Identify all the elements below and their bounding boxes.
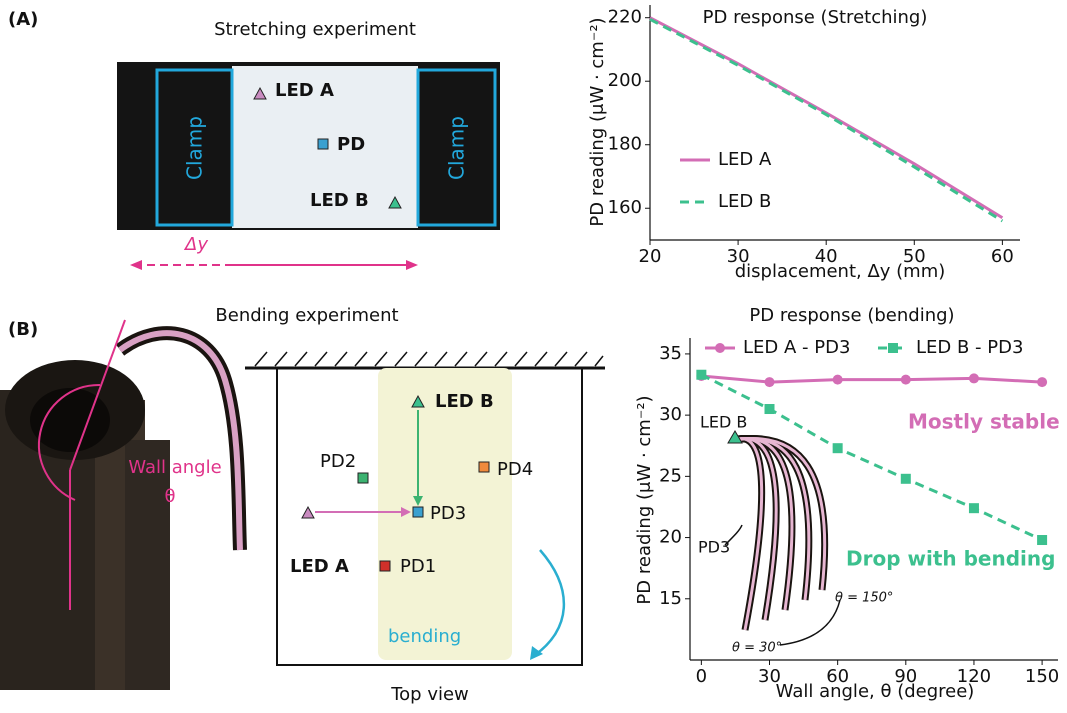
chart-title: PD response (Stretching) [703, 7, 928, 28]
led-label: LED B [435, 391, 494, 412]
panel-title: Stretching experiment [214, 19, 416, 40]
pd-label: PD4 [497, 459, 533, 480]
y-axis-label: PD reading (μW · cm⁻²) [587, 17, 608, 226]
chart-title: PD response (bending) [749, 305, 954, 326]
x-tick-label: 150 [1025, 666, 1059, 687]
legend-marker [888, 343, 898, 353]
bending-label: bending [388, 626, 461, 647]
data-point [765, 404, 775, 414]
legend-label: LED B [718, 191, 771, 212]
pd-label: PD2 [320, 451, 356, 472]
y-tick-label: 200 [608, 70, 642, 91]
angle-symbol: θ [164, 486, 175, 507]
annotation: LED B [700, 413, 747, 432]
x-axis-label: Wall angle, θ (degree) [776, 681, 975, 702]
pd-label: PD3 [430, 503, 466, 524]
annotation: PD3 [698, 538, 730, 557]
y-tick-label: 180 [608, 134, 642, 155]
data-point [969, 503, 979, 513]
panel-title: Bending experiment [215, 305, 398, 326]
pd-label: PD1 [400, 556, 436, 577]
displacement-label: Δy [183, 234, 208, 255]
data-line [701, 375, 1042, 540]
bending-photo [0, 320, 240, 690]
y-tick-label: 35 [659, 343, 682, 364]
panel-label: (A) [8, 9, 38, 30]
y-tick-label: 20 [659, 527, 682, 548]
data-point [1037, 535, 1047, 545]
led-label: LED A [275, 80, 334, 101]
angle-label: Wall angle [128, 457, 221, 478]
y-axis-label: PD reading (μW · cm⁻²) [634, 395, 655, 604]
data-point [833, 443, 843, 453]
annotation: Drop with bending [846, 547, 1055, 571]
data-point [901, 474, 911, 484]
legend-marker [715, 343, 725, 353]
data-point [969, 373, 979, 383]
y-tick-label: 30 [659, 404, 682, 425]
led-label: LED A [290, 556, 349, 577]
panel-label: (B) [8, 319, 38, 340]
data-point [696, 370, 706, 380]
data-point [901, 375, 911, 385]
legend-label: LED A - PD3 [743, 337, 850, 358]
data-line [650, 19, 1002, 221]
clamp-label: Clamp [183, 116, 207, 180]
led-label: LED B [310, 190, 369, 211]
y-tick-label: 25 [659, 465, 682, 486]
displacement-arrow [130, 260, 418, 270]
pd-label: PD [337, 134, 365, 155]
fiber-inset [725, 431, 840, 645]
annotation: θ = 150° [835, 591, 893, 606]
annotation: θ = 30° [732, 641, 782, 656]
y-tick-label: 160 [608, 197, 642, 218]
legend-label: LED A [718, 149, 772, 170]
caption: Top view [390, 684, 469, 705]
top-view-diagram [245, 352, 605, 665]
annotation: Mostly stable [908, 410, 1060, 434]
data-point [1037, 377, 1047, 387]
x-tick-label: 0 [696, 666, 707, 687]
legend-label: LED B - PD3 [916, 337, 1023, 358]
y-tick-label: 15 [659, 588, 682, 609]
figure: (A) Stretching experiment Clamp Clamp LE… [0, 0, 1067, 713]
data-line [701, 376, 1042, 382]
data-point [833, 375, 843, 385]
y-tick-label: 220 [608, 7, 642, 28]
x-axis-label: displacement, Δy (mm) [735, 261, 946, 282]
x-tick-label: 60 [991, 246, 1014, 267]
x-tick-label: 20 [639, 246, 662, 267]
clamp-label: Clamp [445, 116, 469, 180]
data-point [765, 377, 775, 387]
